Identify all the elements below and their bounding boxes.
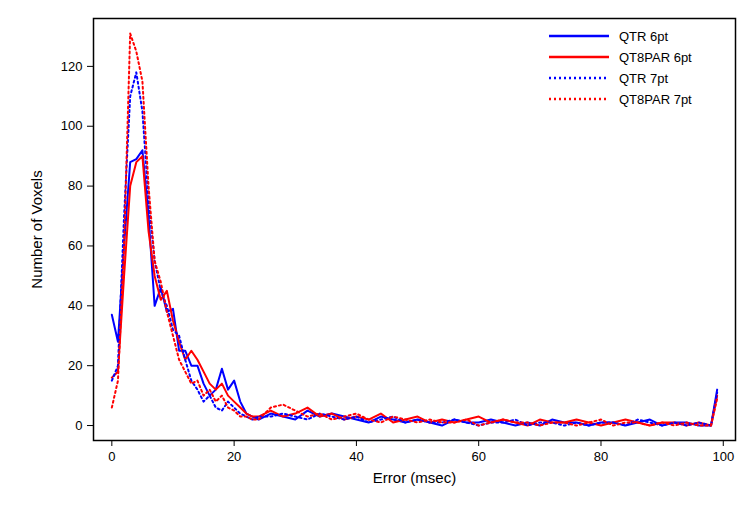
svg-text:Error (msec): Error (msec) xyxy=(373,469,456,486)
svg-text:0: 0 xyxy=(75,418,82,433)
svg-text:20: 20 xyxy=(68,358,82,373)
svg-text:80: 80 xyxy=(594,449,608,464)
svg-text:QT8PAR 6pt: QT8PAR 6pt xyxy=(619,50,692,65)
svg-text:QTR 7pt: QTR 7pt xyxy=(619,71,669,86)
svg-text:80: 80 xyxy=(68,178,82,193)
svg-text:120: 120 xyxy=(61,59,83,74)
svg-text:QT8PAR 7pt: QT8PAR 7pt xyxy=(619,92,692,107)
svg-text:Number of Voxels: Number of Voxels xyxy=(28,170,45,288)
svg-text:20: 20 xyxy=(227,449,241,464)
svg-text:40: 40 xyxy=(68,298,82,313)
svg-text:QTR 6pt: QTR 6pt xyxy=(619,29,669,44)
svg-text:60: 60 xyxy=(471,449,485,464)
svg-text:0: 0 xyxy=(108,449,115,464)
svg-text:100: 100 xyxy=(61,118,83,133)
svg-text:100: 100 xyxy=(712,449,734,464)
svg-text:40: 40 xyxy=(349,449,363,464)
svg-text:60: 60 xyxy=(68,238,82,253)
